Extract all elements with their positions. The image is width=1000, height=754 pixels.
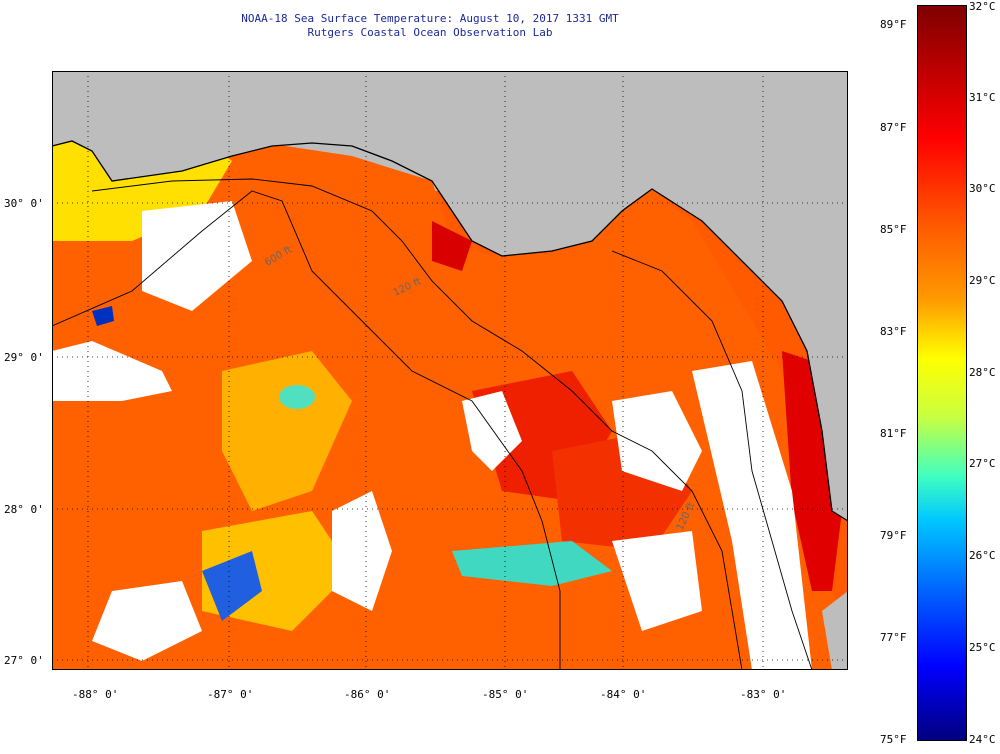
lat-label-28: 28° 0': [4, 503, 44, 516]
colorbar-c-32: 32°C: [969, 0, 996, 13]
colorbar-c-28: 28°C: [969, 366, 996, 379]
colorbar-c-24: 24°C: [969, 733, 996, 746]
hot-coast-east: [782, 351, 842, 591]
lon-label-84: -84° 0': [600, 688, 647, 701]
sst-map: 600 ft 120 ft 120 ft: [52, 71, 848, 670]
colorbar-f-83: 83°F: [880, 325, 907, 338]
colorbar-f-87: 87°F: [880, 121, 907, 134]
land-southeast: [822, 591, 848, 670]
cold-spot-west: [92, 306, 114, 326]
isobath-120ft: [91, 178, 743, 670]
cloud-south-center: [332, 491, 392, 611]
temperature-colorbar: [917, 5, 967, 741]
cloud-se: [612, 531, 702, 631]
colorbar-c-31: 31°C: [969, 91, 996, 104]
lon-label-86: -86° 0': [344, 688, 391, 701]
colorbar-f-89: 89°F: [880, 18, 907, 31]
colorbar-f-79: 79°F: [880, 529, 907, 542]
map-subtitle: Rutgers Coastal Ocean Observation Lab: [307, 26, 553, 39]
colorbar-c-29: 29°C: [969, 274, 996, 287]
hot-apalachicola: [432, 221, 472, 271]
coastline: [52, 140, 848, 522]
cool-filament-south: [452, 541, 612, 586]
lon-label-85: -85° 0': [482, 688, 529, 701]
isobath-coastal: [611, 250, 813, 670]
colorbar-f-81: 81°F: [880, 427, 907, 440]
colorbar-f-75: 75°F: [880, 733, 907, 746]
colorbar-f-85: 85°F: [880, 223, 907, 236]
cloud-bigbend: [612, 391, 702, 491]
lat-label-27: 27° 0': [4, 654, 44, 667]
colorbar-c-26: 26°C: [969, 549, 996, 562]
colorbar-c-30: 30°C: [969, 182, 996, 195]
lon-label-87: -87° 0': [207, 688, 254, 701]
cloud-east-strip: [692, 361, 812, 670]
lat-label-29: 29° 0': [4, 351, 44, 364]
colorbar-c-27: 27°C: [969, 457, 996, 470]
lat-label-30: 30° 0': [4, 197, 44, 210]
map-border: [52, 71, 848, 670]
map-title: NOAA-18 Sea Surface Temperature: August …: [241, 12, 619, 25]
cloud-sw: [92, 581, 202, 661]
cyan-eddy: [279, 385, 315, 409]
lon-label-83: -83° 0': [740, 688, 787, 701]
lon-label-88: -88° 0': [72, 688, 119, 701]
cloud-center: [462, 391, 522, 471]
cold-filament-south: [202, 551, 262, 621]
yellow-patch-center: [222, 351, 352, 511]
cloud-nw: [142, 201, 252, 311]
cloud-west: [52, 341, 172, 401]
colorbar-f-77: 77°F: [880, 631, 907, 644]
land-mass: [52, 71, 848, 521]
isobath-600ft: [52, 190, 561, 670]
colorbar-c-25: 25°C: [969, 641, 996, 654]
